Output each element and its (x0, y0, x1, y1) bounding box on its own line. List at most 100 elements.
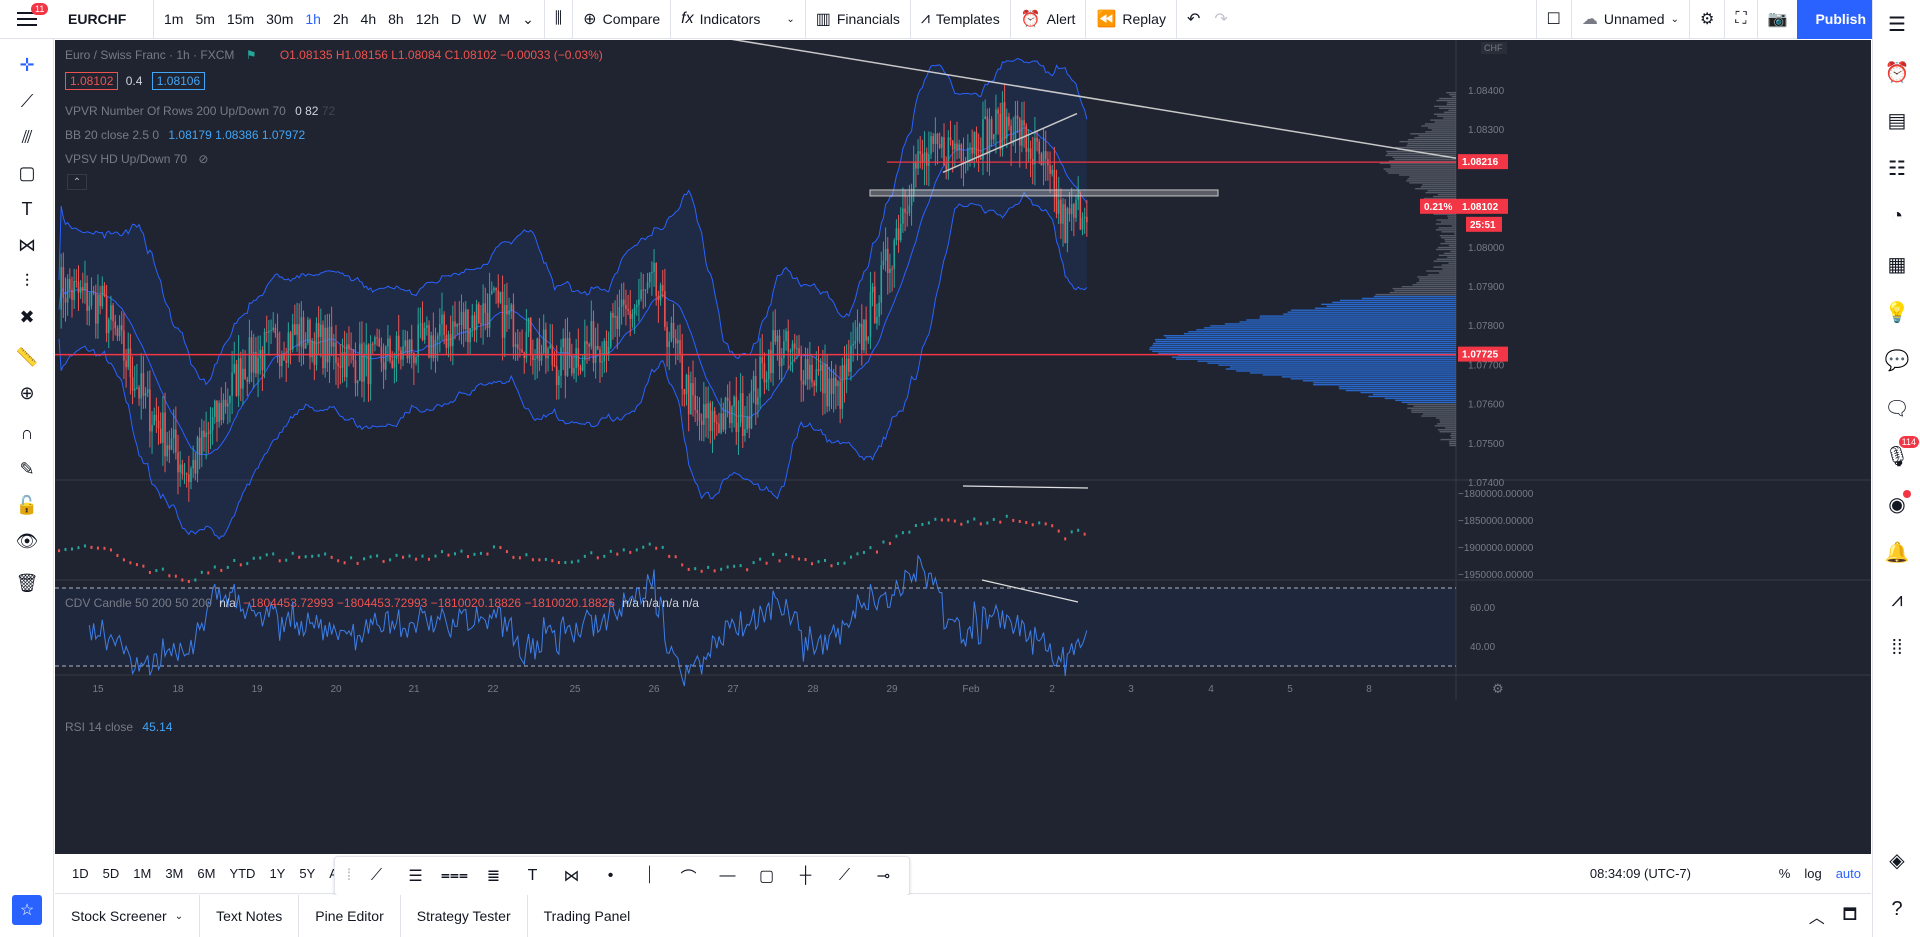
cdv-legend[interactable]: CDV Candle 50 200 50 200 n/a −1804453.72… (65, 596, 699, 610)
vertical-line-icon[interactable]: ⏐ (644, 867, 655, 884)
zoom-in-icon[interactable]: ⊕ (19, 382, 35, 403)
cross-line-icon[interactable]: ┼ (799, 867, 812, 884)
clock-timezone[interactable]: 08:34:09 (UTC-7) (1589, 866, 1691, 881)
path-icon[interactable]: ⌒ (680, 870, 697, 887)
alerts-clock-icon[interactable]: ⏰ (1884, 61, 1910, 84)
range-6m[interactable]: 6M (197, 866, 216, 881)
redo-icon[interactable]: ↷ (1214, 11, 1228, 28)
horizontal-ray-icon[interactable]: ⊸ (876, 868, 891, 885)
text-icon[interactable]: T (21, 198, 33, 219)
layers-icon[interactable]: ◈ (1889, 849, 1905, 872)
ideas-lightbulb-icon[interactable]: 💡 (1884, 301, 1910, 324)
range-ytd[interactable]: YTD (229, 866, 256, 881)
fib-icon[interactable]: ≣ (486, 868, 501, 885)
crosshair-icon[interactable]: ✛ (19, 54, 35, 75)
bb-legend[interactable]: BB 20 close 2.5 0 1.08179 1.08386 1.0797… (65, 128, 305, 142)
fullscreen-layout-button[interactable]: ☐ (1535, 0, 1572, 39)
interval-12h[interactable]: 12h (415, 11, 440, 27)
interval-15m[interactable]: 15m (226, 11, 255, 27)
interval-8h[interactable]: 8h (388, 11, 404, 27)
snapshot-button[interactable]: 📷 (1758, 0, 1798, 39)
pencil-lock-icon[interactable]: ✎ (19, 458, 35, 479)
eye-hidden-icon[interactable]: ⊘ (198, 152, 209, 166)
data-window-icon[interactable]: ▤ (1887, 109, 1907, 132)
dom-icon[interactable]: ⁞⁞ (1891, 636, 1903, 659)
templates-button[interactable]: ⩘ Templates (911, 0, 1011, 39)
chart-type-button[interactable]: ⫼ (545, 0, 574, 39)
ruler-icon[interactable]: 📏 (15, 346, 39, 367)
symbol-search[interactable]: EURCHF (54, 0, 154, 39)
interval-1m[interactable]: 1m (164, 11, 184, 27)
dot-icon[interactable]: • (607, 867, 614, 884)
hotlist-icon[interactable]: ☷ (1888, 157, 1906, 180)
settings-button[interactable]: ⚙ (1690, 0, 1726, 39)
notifications-bell-icon[interactable]: 🔔 (1884, 541, 1910, 564)
interval-w[interactable]: W (473, 11, 487, 27)
indicators-button[interactable]: fx Indicators ⌄ (671, 0, 806, 39)
chevron-down-icon[interactable]: ⌄ (522, 10, 534, 27)
pattern-icon[interactable]: ⋈ (18, 234, 36, 255)
calendar-icon[interactable]: ◔ (1890, 204, 1904, 227)
order-panel-icon[interactable]: ⩘ (1891, 588, 1903, 611)
range-1y[interactable]: 1Y (269, 866, 286, 881)
close-icon[interactable]: ✖ (19, 306, 35, 327)
chart-pane[interactable]: 1.08400 1.08300 1.08000 1.07900 1.07800 1.077… (55, 40, 1871, 854)
trash-icon[interactable]: 🗑 (15, 572, 39, 593)
trend-line-icon[interactable]: ⟋ (370, 867, 383, 884)
financials-button[interactable]: ▥ Financials (806, 0, 911, 39)
percent-scale-toggle[interactable]: % (1778, 866, 1791, 881)
rsi-legend[interactable]: RSI 14 close 45.14 (65, 720, 172, 734)
interval-30m[interactable]: 30m (266, 11, 294, 27)
help-icon[interactable]: ? (1891, 897, 1903, 920)
interval-4h[interactable]: 4h (360, 11, 377, 27)
range-5d[interactable]: 5D (102, 866, 120, 881)
collapse-panel-icon[interactable]: ︿ (1808, 910, 1825, 927)
horizontal-line-icon[interactable]: — (719, 867, 736, 884)
range-1d[interactable]: 1D (72, 866, 89, 881)
maximize-panel-icon[interactable]: 🗖 (1842, 905, 1857, 923)
replay-button[interactable]: ⏪ Replay (1086, 0, 1177, 39)
vpvr-legend[interactable]: VPVR Number Of Rows 200 Up/Down 70 0 82 … (65, 104, 335, 118)
regression-icon[interactable]: ⩶ (440, 867, 469, 884)
log-scale-toggle[interactable]: log (1804, 866, 1822, 881)
compare-button[interactable]: ⊕ Compare (573, 0, 672, 39)
layout-name-button[interactable]: ☁ Unnamed ⌄ (1572, 0, 1690, 39)
interval-2h[interactable]: 2h (332, 11, 349, 27)
tab-text-notes[interactable]: Text Notes (200, 895, 300, 937)
pitchfork-icon[interactable]: ⫻ (21, 126, 33, 147)
range-3m[interactable]: 3M (165, 866, 184, 881)
tab-trading-panel[interactable]: Trading Panel (543, 908, 631, 924)
tab-strategy-tester[interactable]: Strategy Tester (401, 895, 528, 937)
interval-5m[interactable]: 5m (195, 11, 215, 27)
fullscreen-button[interactable]: ⛶ (1725, 0, 1758, 39)
interval-d[interactable]: D (451, 11, 462, 27)
watchlist-star-button[interactable]: ☆ (0, 882, 54, 937)
trend-line-icon[interactable]: ⟋ (20, 90, 34, 111)
ask-price-box[interactable]: 1.08106 (151, 72, 206, 90)
lock-icon[interactable]: 🔓 (15, 494, 39, 515)
auto-scale-toggle[interactable]: auto (1835, 866, 1861, 881)
ray-icon[interactable]: ⟋ (838, 867, 851, 884)
drag-handle-icon[interactable]: ⁞ (346, 867, 352, 884)
collapse-legend-button[interactable]: ⌃ (67, 174, 87, 190)
frame-icon[interactable]: ▢ (758, 868, 775, 885)
tab-pine-editor[interactable]: Pine Editor (299, 895, 401, 937)
eye-icon[interactable]: 👁 (15, 530, 39, 551)
range-1m[interactable]: 1M (133, 866, 152, 881)
calendar-grid-icon[interactable]: ▦ (1887, 253, 1907, 276)
undo-icon[interactable]: ↶ (1186, 11, 1201, 28)
vpsv-legend[interactable]: VPSV HD Up/Down 70 ⊘ (65, 152, 208, 166)
publish-button[interactable]: Publish (1797, 0, 1884, 39)
chat-icon[interactable]: 💬 (1884, 349, 1910, 372)
interval-m[interactable]: M (498, 11, 511, 27)
text-tool-icon[interactable]: T (527, 867, 538, 884)
parallel-channel-icon[interactable]: ☰ (408, 868, 423, 885)
bid-price-box[interactable]: 1.08102 (65, 72, 119, 90)
broadcast-icon[interactable]: ◉ (1873, 480, 1920, 528)
alert-button[interactable]: ⏰ Alert (1011, 0, 1087, 39)
range-5y[interactable]: 5Y (299, 866, 316, 881)
pattern-tool-icon[interactable]: ⋈ (563, 868, 580, 885)
streams-icon[interactable]: 🎙 114 (1873, 432, 1920, 480)
chart-canvas[interactable]: 1.08400 1.08300 1.08000 1.07900 1.07800 1.077… (55, 40, 1871, 854)
watchlist-icon[interactable]: ☰ (1888, 13, 1906, 36)
